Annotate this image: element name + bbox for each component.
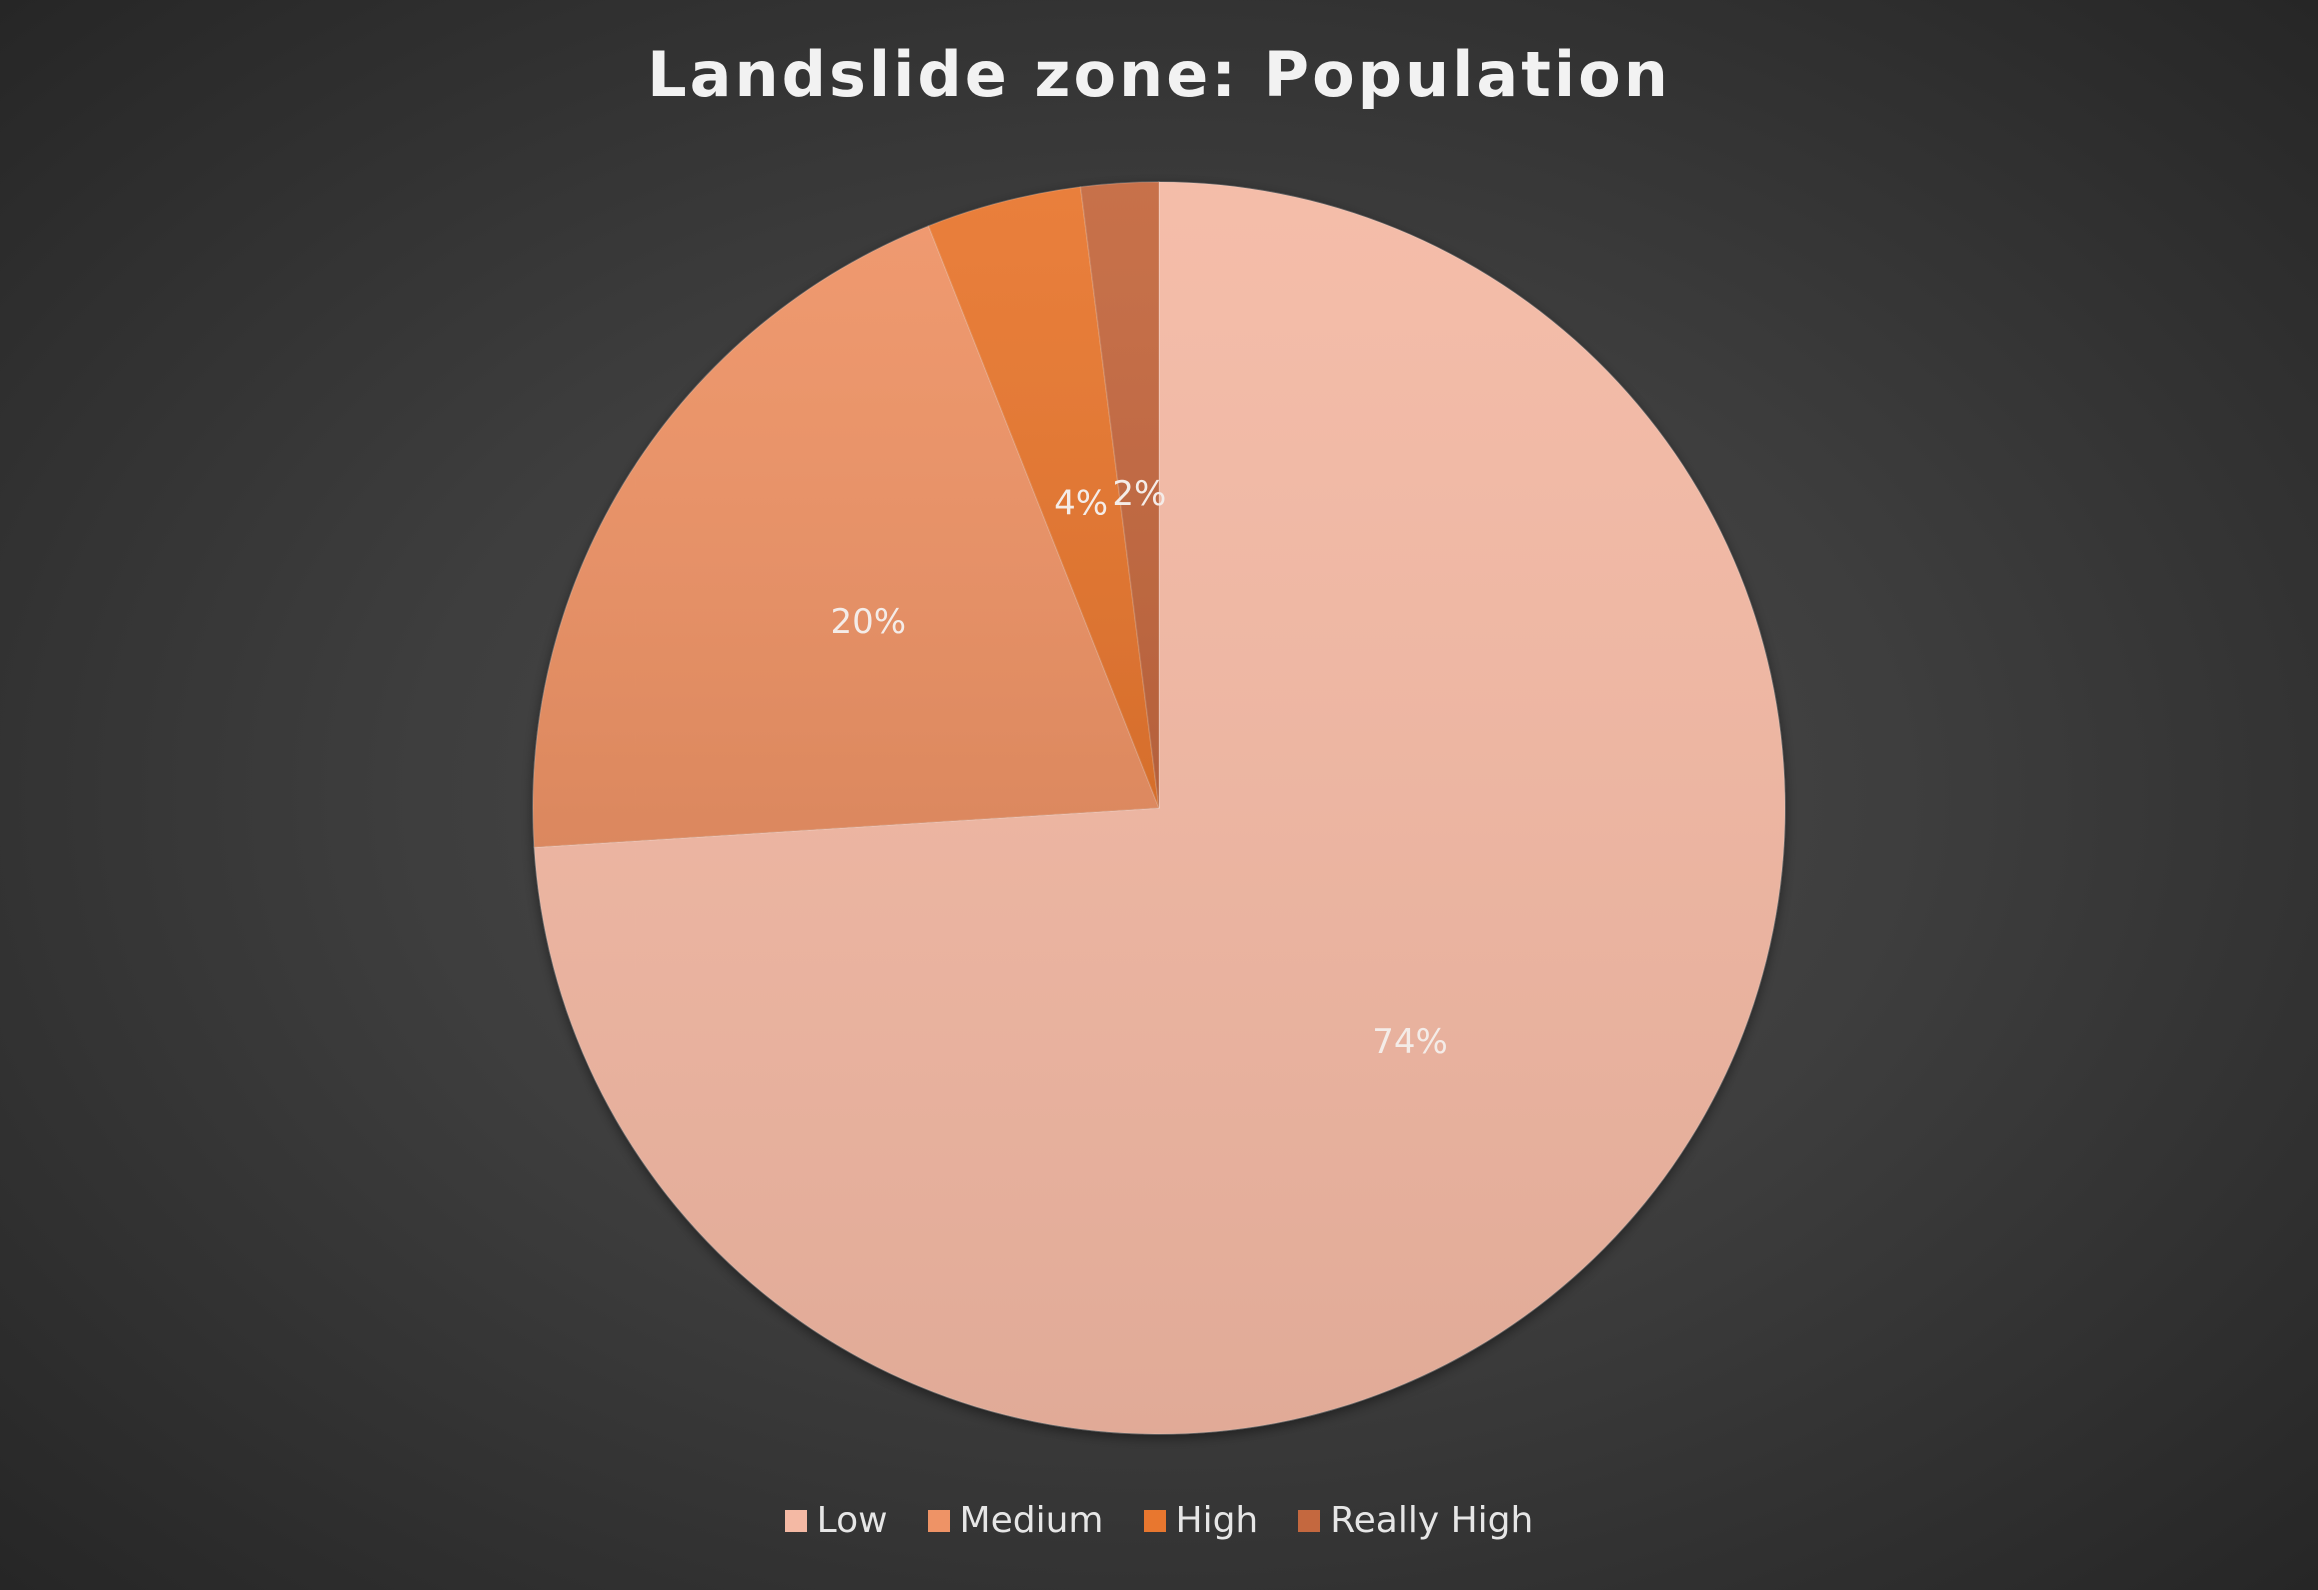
slice-label-really-high: 2%	[1112, 474, 1166, 514]
slice-label-medium: 20%	[831, 602, 907, 642]
legend-swatch-really-high	[1298, 1509, 1321, 1532]
pie-slice-shade-medium	[533, 225, 1159, 848]
legend-label-medium: Medium	[959, 1500, 1104, 1541]
legend-item-medium: Medium	[927, 1500, 1104, 1541]
legend-item-high: High	[1143, 1500, 1259, 1541]
legend-label-low: Low	[816, 1500, 888, 1541]
chart-legend: Low Medium High Really High	[0, 1500, 2318, 1541]
slice-label-low: 74%	[1372, 1022, 1448, 1062]
legend-swatch-low	[784, 1509, 807, 1532]
legend-swatch-high	[1143, 1509, 1166, 1532]
pie-slices	[532, 181, 1786, 1435]
pie-slice-shade-high	[928, 186, 1159, 808]
legend-item-really-high: Really High	[1298, 1500, 1533, 1541]
pie-slice-shade-really-high	[1080, 182, 1159, 808]
legend-label-really-high: Really High	[1330, 1500, 1534, 1541]
slice-label-high: 4%	[1054, 483, 1108, 523]
legend-item-low: Low	[784, 1500, 888, 1541]
legend-swatch-medium	[927, 1509, 950, 1532]
chart-title: Landslide zone: Population	[647, 38, 1671, 111]
legend-label-high: High	[1175, 1500, 1259, 1541]
pie-labels: 74% 20% 4% 2%	[831, 474, 1448, 1062]
